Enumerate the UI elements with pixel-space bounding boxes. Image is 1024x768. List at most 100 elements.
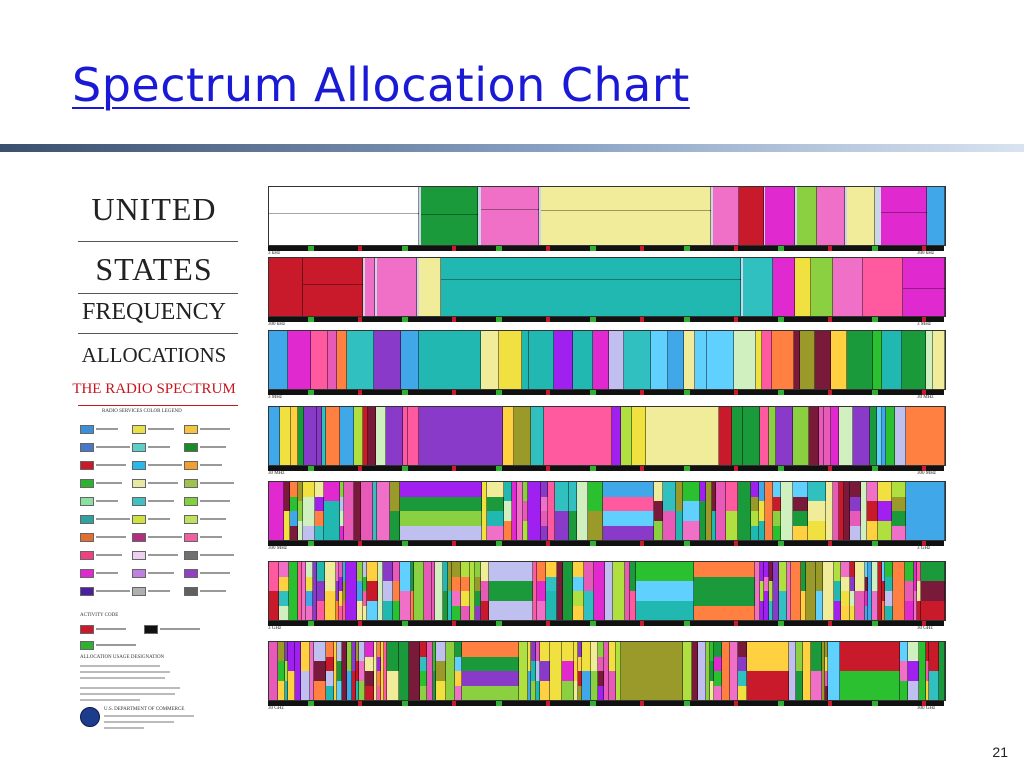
allocation-segment — [336, 601, 339, 620]
allocation-segment — [301, 671, 310, 700]
allocation-segment — [279, 562, 289, 577]
band-start-frequency-label: 30 MHz — [268, 471, 285, 476]
allocation-segment — [834, 601, 841, 620]
allocation-segment — [855, 562, 865, 591]
allocation-segment — [290, 526, 298, 540]
allocation-segment — [833, 258, 863, 316]
allocation-segment — [337, 331, 347, 389]
allocation-segment — [850, 497, 861, 512]
allocation-segment — [867, 501, 878, 521]
activity-text — [96, 628, 126, 630]
allocation-segment — [683, 482, 700, 502]
allocation-segment — [420, 671, 427, 686]
allocation-subsegment — [481, 209, 539, 210]
allocation-segment — [900, 661, 908, 681]
allocation-segment — [562, 681, 574, 700]
allocation-segment — [326, 657, 334, 672]
allocation-segment — [917, 581, 921, 601]
allocation-segment — [578, 686, 582, 700]
allocation-segment — [387, 671, 399, 700]
legend-swatch — [184, 479, 198, 488]
band-start-frequency-label: 3 GHz — [268, 626, 282, 631]
allocation-segment — [926, 681, 929, 700]
allocation-segment — [732, 407, 743, 465]
allocation-segment — [298, 407, 304, 465]
legend-swatch-label — [148, 572, 174, 574]
allocation-segment — [577, 482, 588, 540]
allocation-segment — [546, 606, 557, 620]
allocation-segment — [326, 671, 334, 686]
activity-swatch — [144, 625, 158, 634]
allocation-segment — [278, 642, 285, 662]
allocation-segment — [343, 581, 346, 601]
legend-swatch-label — [148, 500, 174, 502]
allocation-segment — [885, 591, 893, 606]
allocation-segment — [284, 482, 290, 511]
allocation-segment — [573, 577, 584, 592]
allocation-segment — [537, 562, 546, 582]
allocation-segment — [408, 407, 419, 465]
allocation-segment — [760, 581, 764, 601]
allocation-segment — [905, 581, 914, 601]
allocation-segment — [773, 497, 781, 512]
allocation-segment — [544, 407, 612, 465]
allocation-segment — [340, 407, 354, 465]
allocation-segment — [747, 642, 789, 671]
activity-code-strip — [268, 466, 944, 471]
allocation-segment — [598, 686, 604, 700]
allocation-segment — [578, 657, 582, 672]
allocation-segment — [378, 562, 383, 620]
allocation-segment — [743, 258, 773, 316]
allocation-segment — [903, 258, 945, 316]
allocation-segment — [833, 482, 839, 540]
page-number: 21 — [992, 744, 1008, 760]
legend-swatch — [132, 461, 146, 470]
allocation-segment — [574, 642, 578, 662]
allocation-segment — [574, 681, 578, 700]
allocation-segment — [284, 511, 290, 540]
allocation-segment — [386, 407, 403, 465]
allocation-segment — [738, 686, 747, 700]
allocation-segment — [433, 642, 436, 671]
allocation-segment — [365, 642, 374, 657]
allocation-segment — [906, 482, 945, 540]
allocation-segment — [593, 331, 609, 389]
usage-text — [80, 699, 140, 701]
allocation-segment — [303, 511, 315, 526]
allocation-segment — [840, 671, 900, 700]
allocation-segment — [751, 511, 759, 526]
allocation-segment — [340, 497, 344, 512]
allocation-segment — [797, 187, 817, 245]
allocation-segment — [411, 562, 414, 591]
legend-swatch-label — [200, 572, 230, 574]
legend-swatch — [184, 587, 198, 596]
allocation-segment — [303, 482, 315, 497]
allocation-segment — [301, 642, 310, 671]
legend-swatch-label — [200, 464, 222, 466]
allocation-segment — [399, 642, 409, 700]
allocation-segment — [356, 681, 359, 700]
allocation-segment — [841, 577, 850, 592]
allocation-segment — [409, 642, 420, 700]
allocation-segment — [929, 642, 939, 671]
allocation-segment — [683, 501, 700, 521]
allocation-segment — [462, 642, 519, 657]
allocation-segment — [499, 331, 522, 389]
allocation-segment — [872, 591, 878, 620]
allocation-segment — [826, 482, 833, 540]
allocation-segment — [779, 562, 787, 591]
allocation-segment — [475, 591, 481, 606]
allocation-segment — [285, 681, 288, 700]
allocation-segment — [359, 681, 365, 700]
allocation-segment — [462, 686, 519, 700]
poster-rule — [78, 333, 238, 334]
allocation-subsegment — [421, 214, 478, 215]
allocation-segment — [710, 681, 714, 700]
allocation-segment — [317, 407, 322, 465]
allocation-segment — [367, 581, 378, 601]
legend-swatch-label — [96, 500, 118, 502]
allocation-segment — [598, 642, 604, 657]
allocation-segment — [825, 686, 828, 700]
allocation-segment — [872, 562, 878, 591]
legend-swatch-label — [148, 518, 170, 520]
